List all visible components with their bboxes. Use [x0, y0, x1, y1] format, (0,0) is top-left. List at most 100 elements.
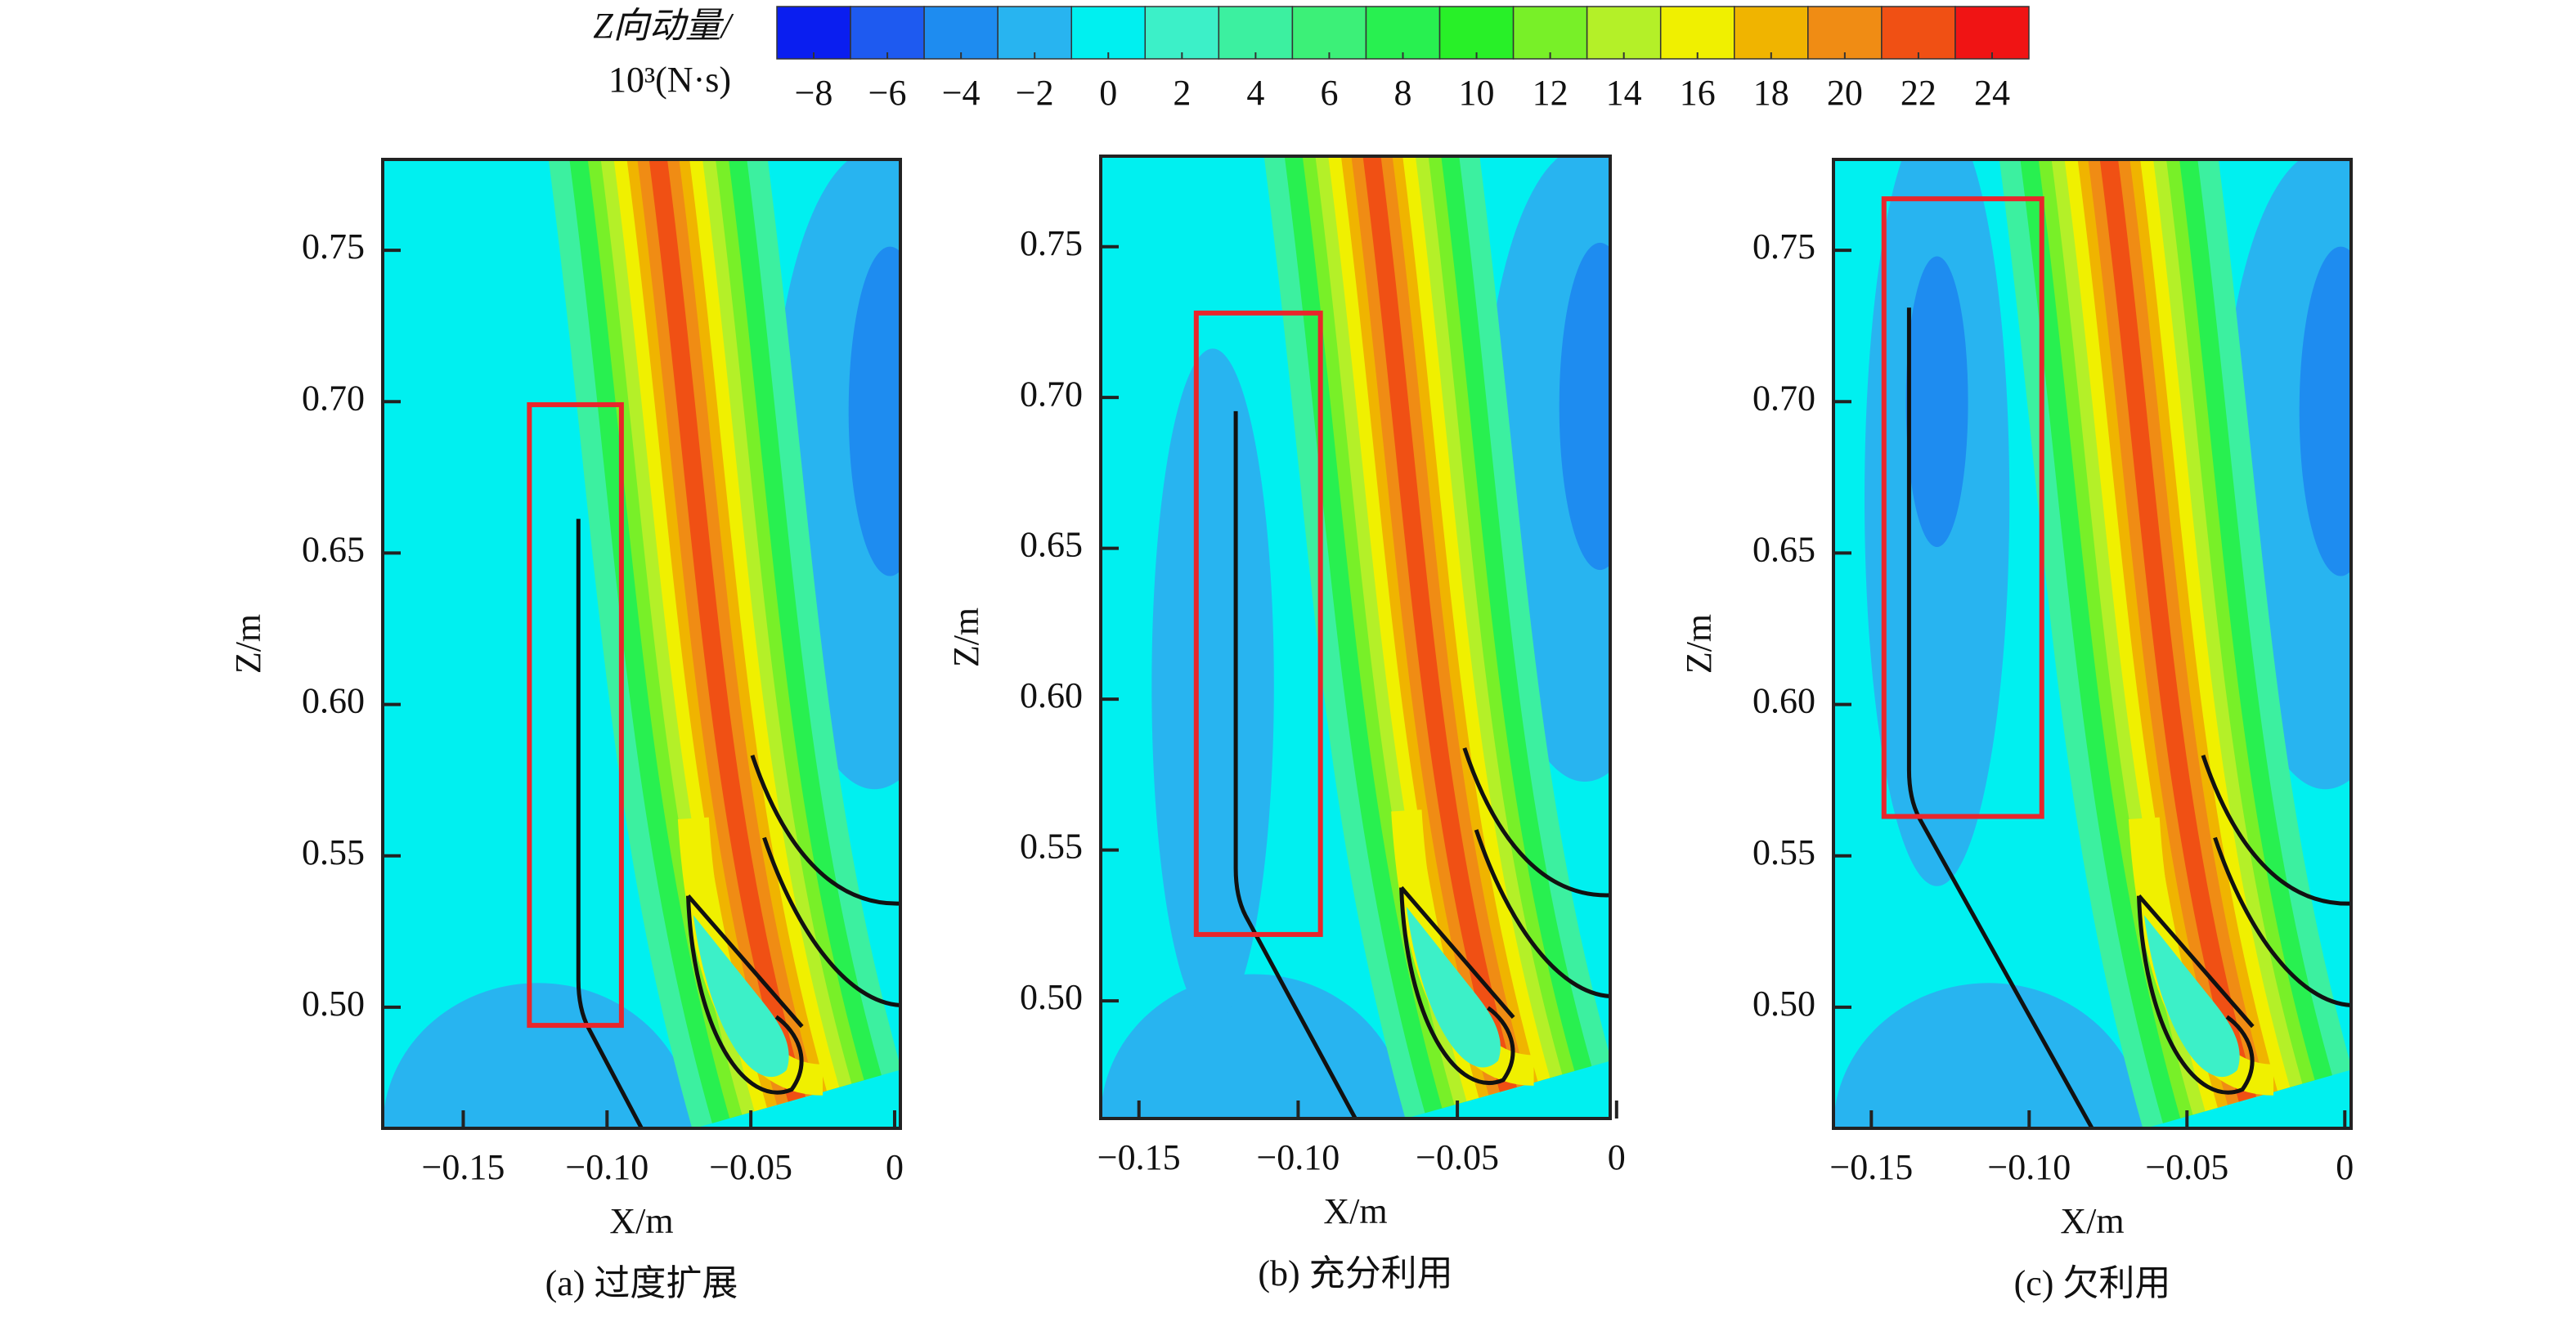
colorbar-bin — [1881, 6, 1956, 60]
wall-line — [2137, 894, 2255, 1029]
wall-line — [1399, 887, 1515, 1085]
wall-line — [1399, 885, 1515, 1020]
jet-band — [648, 159, 806, 1102]
wall-line — [750, 754, 900, 906]
low-region — [1101, 974, 1407, 1119]
wall-line — [1462, 747, 1610, 898]
colorbar-bin — [1218, 6, 1294, 60]
highlight-box — [1193, 310, 1323, 937]
airfoil-core — [693, 915, 789, 1078]
colorbar-tick-label: 2 — [1173, 73, 1191, 113]
low-region — [383, 983, 693, 1128]
y-tick-label: 0.65 — [1020, 525, 1083, 565]
jet-band — [2099, 159, 2257, 1102]
axes-frame — [1832, 158, 2353, 1130]
y-axis-label: Z/m — [1679, 614, 1719, 674]
colorbar-tick-label: 12 — [1533, 73, 1568, 113]
colorbar-tick-label: 10 — [1459, 73, 1495, 113]
colorbar-tick-label: 0 — [1099, 73, 1117, 113]
highlight-box — [527, 401, 624, 1029]
panel-caption: (a) 过度扩展 — [545, 1263, 738, 1303]
x-axis-label: X/m — [1323, 1191, 1387, 1231]
x-axis-label: X/m — [609, 1201, 673, 1241]
low-region — [1151, 348, 1274, 1023]
y-tick-label: 0.55 — [1020, 827, 1083, 867]
y-tick-label: 0.50 — [1752, 984, 1815, 1024]
y-tick-label: 0.70 — [302, 378, 365, 418]
x-tick-label: −0.05 — [709, 1147, 792, 1187]
y-axis-label: Z/m — [228, 614, 268, 674]
wall-line — [2136, 895, 2255, 1095]
colorbar-bin — [1512, 6, 1588, 60]
x-tick-label: −0.15 — [422, 1147, 505, 1187]
y-tick-label: 0.75 — [1752, 226, 1815, 267]
colorbar-bin — [1291, 6, 1367, 60]
panel-caption: (c) 欠利用 — [2014, 1263, 2171, 1303]
colorbar-tick-label: −2 — [1016, 73, 1054, 113]
highlight-box — [1881, 196, 2044, 819]
wall-line — [2213, 836, 2351, 1008]
y-tick-label: 0.55 — [1752, 832, 1815, 872]
colorbar-title: Z向动量/ — [593, 6, 734, 46]
wall-line — [576, 518, 644, 1128]
colorbar-bin — [850, 6, 925, 60]
y-tick-label: 0.60 — [1020, 675, 1083, 715]
x-tick-label: −0.10 — [1256, 1137, 1340, 1177]
colorbar-bin — [1734, 6, 1809, 60]
jet-band — [1362, 156, 1517, 1092]
low-region — [1833, 983, 2144, 1128]
airfoil-core — [1406, 907, 1501, 1068]
wall-line — [686, 894, 804, 1029]
axes-frame — [1099, 155, 1612, 1120]
panel-caption: (b) 充分利用 — [1258, 1253, 1452, 1293]
x-tick-label: −0.05 — [1416, 1137, 1499, 1177]
colorbar-bin — [1586, 6, 1662, 60]
colorbar-tick-label: 16 — [1680, 73, 1716, 113]
y-tick-label: 0.70 — [1752, 378, 1815, 418]
colorbar-tick-label: −6 — [868, 73, 907, 113]
colorbar-tick-label: −8 — [795, 73, 833, 113]
y-tick-label: 0.55 — [302, 832, 365, 872]
colorbar-tick-label: 24 — [1974, 73, 2010, 113]
colorbar-bin — [1365, 6, 1441, 60]
x-tick-label: −0.15 — [1097, 1137, 1181, 1177]
y-tick-label: 0.60 — [1752, 681, 1815, 721]
y-tick-label: 0.65 — [302, 530, 365, 570]
wall-line — [2201, 754, 2351, 906]
y-axis-label: Z/m — [946, 607, 986, 667]
colorbar-tick-label: −4 — [942, 73, 981, 113]
colorbar-bin — [1438, 6, 1515, 60]
y-tick-label: 0.70 — [1020, 374, 1083, 414]
colorbar-bin — [923, 6, 999, 60]
x-tick-label: −0.10 — [1987, 1147, 2071, 1187]
colorbar-bin — [1807, 6, 1883, 60]
colorbar-tick-label: 6 — [1320, 73, 1338, 113]
wall-line — [762, 836, 900, 1008]
colorbar-bin — [1954, 6, 2030, 60]
y-tick-label: 0.60 — [302, 681, 365, 721]
axes-frame — [381, 158, 902, 1130]
wall-line — [1474, 829, 1610, 999]
y-tick-label: 0.65 — [1752, 530, 1815, 570]
x-tick-label: −0.05 — [2145, 1147, 2228, 1187]
colorbar-title: 10³(N·s) — [608, 60, 731, 100]
y-tick-label: 0.75 — [302, 226, 365, 267]
colorbar-bin — [1659, 6, 1735, 60]
low-region — [1905, 256, 1968, 547]
x-tick-label: −0.15 — [1829, 1147, 1913, 1187]
contour-field — [1101, 156, 1610, 1119]
colorbar-tick-label: 22 — [1901, 73, 1936, 113]
low-region — [2299, 246, 2351, 576]
y-tick-label: 0.50 — [1020, 977, 1083, 1017]
low-region — [848, 246, 900, 576]
contour-field — [1833, 159, 2351, 1128]
colorbar-bin — [776, 6, 851, 60]
y-tick-label: 0.50 — [302, 984, 365, 1024]
low-region — [1559, 242, 1610, 571]
colorbar-bin — [997, 6, 1072, 60]
x-tick-label: 0 — [886, 1147, 904, 1187]
colorbar-tick-label: 8 — [1394, 73, 1412, 113]
x-axis-label: X/m — [2060, 1201, 2124, 1241]
colorbar-tick-label: 18 — [1753, 73, 1789, 113]
